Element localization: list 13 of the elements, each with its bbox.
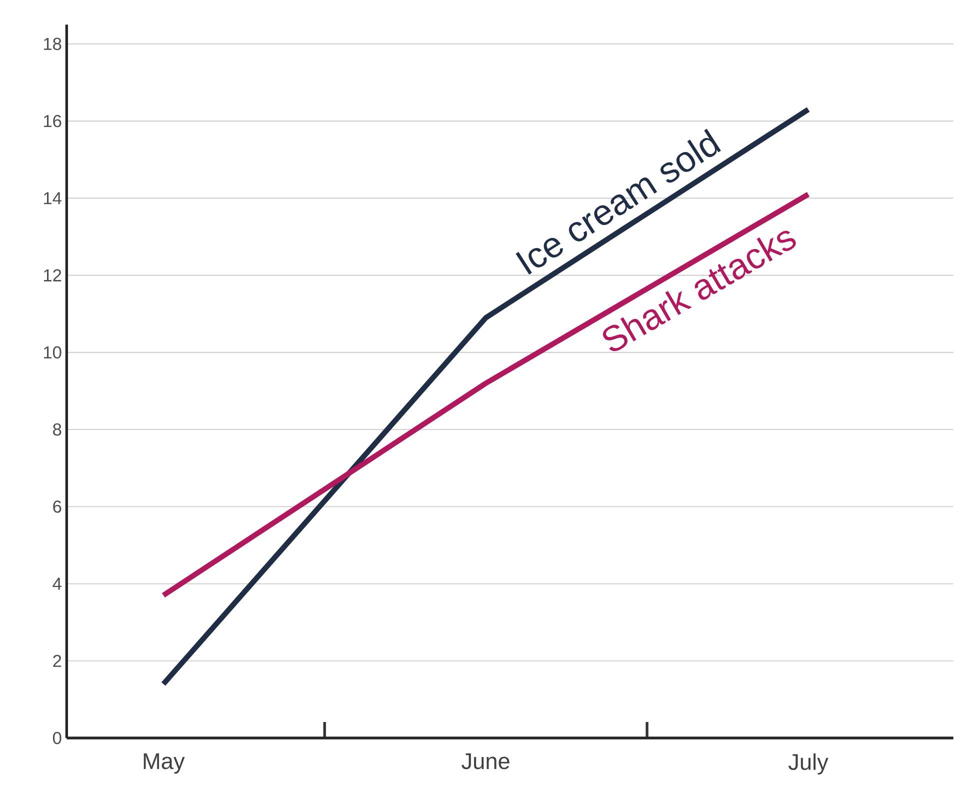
y-tick-label: 6: [53, 500, 62, 513]
x-tick-label: May: [144, 753, 185, 774]
y-tick-label: 16: [44, 114, 62, 128]
y-tick-label: 2: [53, 654, 62, 667]
y-tick-label: 8: [53, 423, 62, 436]
x-tick-label: June: [462, 753, 510, 770]
y-tick-label: 12: [44, 269, 62, 282]
y-tick-label: 14: [44, 192, 62, 204]
y-tick-label: 4: [52, 578, 62, 590]
y-tick-label: 0: [52, 732, 62, 744]
y-tick-label: 18: [44, 38, 62, 50]
x-tick-label: July: [788, 753, 828, 775]
y-tick-label: 10: [44, 346, 62, 359]
